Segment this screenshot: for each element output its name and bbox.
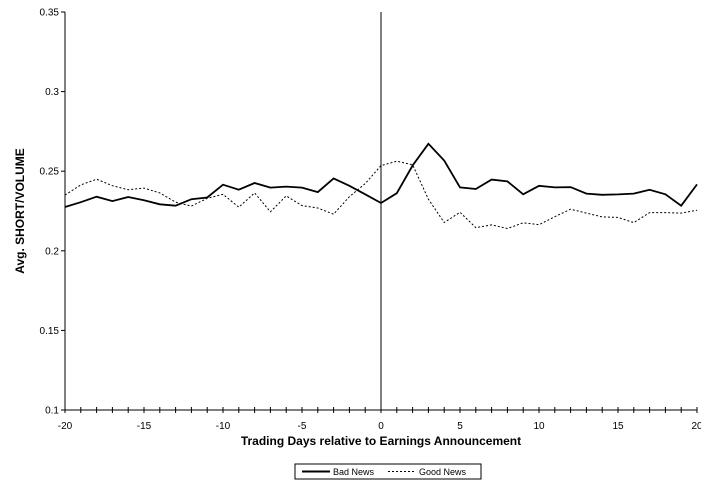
- x-tick-label: 10: [533, 421, 545, 432]
- x-tick-label: -20: [58, 421, 73, 432]
- legend-label-bad-news: Bad News: [333, 467, 375, 477]
- y-tick-label: 0.3: [45, 87, 59, 98]
- series-line-good-news: [64, 160, 698, 230]
- y-tick-label: 0.15: [40, 326, 60, 337]
- x-tick-label: 0: [378, 421, 384, 432]
- x-tick-label: 20: [691, 421, 701, 432]
- x-tick-label: 15: [612, 421, 624, 432]
- plot-area: [64, 12, 697, 411]
- x-tick-labels: -20 -15 -10 -5 0 5 10 15 20: [58, 421, 701, 432]
- y-tick-label: 0.1: [45, 406, 59, 417]
- y-tick-label: 0.2: [45, 246, 59, 257]
- y-tick-labels: 0.1 0.15 0.2 0.25 0.3 0.35: [40, 8, 65, 417]
- x-tick-label: -10: [216, 421, 231, 432]
- y-tick-label: 0.35: [40, 8, 60, 19]
- legend-label-good-news: Good News: [419, 467, 467, 477]
- x-tick-label: -15: [137, 421, 152, 432]
- y-tick-label: 0.25: [40, 167, 60, 178]
- y-axis-title: Avg. SHORT/VOLUME: [13, 148, 27, 274]
- x-axis-title: Trading Days relative to Earnings Announ…: [241, 434, 521, 448]
- series-layer: [64, 142, 698, 230]
- x-tick-label: -5: [298, 421, 307, 432]
- x-tick-label: 5: [457, 421, 463, 432]
- legend: Bad News Good News: [294, 463, 482, 480]
- series-line-bad-news: [64, 142, 698, 208]
- x-minor-ticks: [64, 407, 698, 413]
